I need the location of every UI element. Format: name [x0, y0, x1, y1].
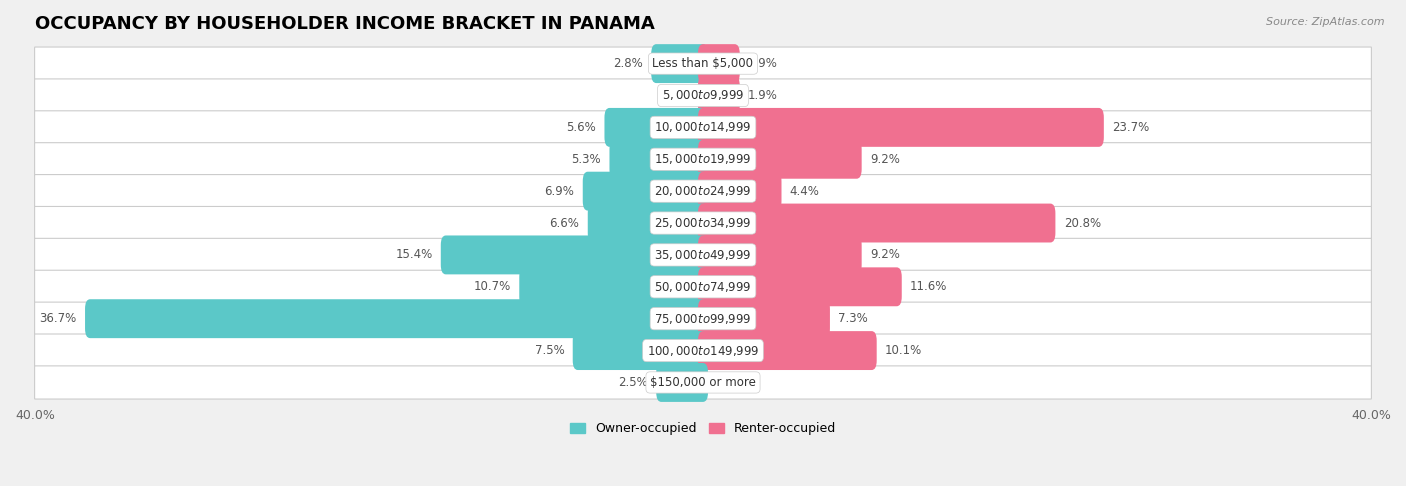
Text: $25,000 to $34,999: $25,000 to $34,999: [654, 216, 752, 230]
Text: 2.8%: 2.8%: [613, 57, 643, 70]
Text: Less than $5,000: Less than $5,000: [652, 57, 754, 70]
Text: 15.4%: 15.4%: [395, 248, 433, 261]
Text: 36.7%: 36.7%: [39, 312, 77, 325]
Text: $35,000 to $49,999: $35,000 to $49,999: [654, 248, 752, 262]
FancyBboxPatch shape: [697, 204, 1056, 243]
Text: 6.6%: 6.6%: [550, 217, 579, 229]
Text: 0.0%: 0.0%: [717, 376, 747, 389]
Text: $10,000 to $14,999: $10,000 to $14,999: [654, 121, 752, 135]
FancyBboxPatch shape: [697, 140, 862, 179]
FancyBboxPatch shape: [35, 270, 1371, 303]
FancyBboxPatch shape: [35, 47, 1371, 80]
FancyBboxPatch shape: [35, 302, 1371, 335]
Text: 1.9%: 1.9%: [748, 57, 778, 70]
Text: 5.3%: 5.3%: [571, 153, 602, 166]
Text: 1.9%: 1.9%: [748, 89, 778, 102]
FancyBboxPatch shape: [697, 76, 740, 115]
FancyBboxPatch shape: [697, 108, 1104, 147]
FancyBboxPatch shape: [697, 172, 782, 210]
Text: 20.8%: 20.8%: [1064, 217, 1101, 229]
Text: 11.6%: 11.6%: [910, 280, 948, 294]
FancyBboxPatch shape: [35, 238, 1371, 272]
Text: 5.6%: 5.6%: [567, 121, 596, 134]
Text: 4.4%: 4.4%: [790, 185, 820, 198]
Text: 10.1%: 10.1%: [884, 344, 922, 357]
Text: $75,000 to $99,999: $75,000 to $99,999: [654, 312, 752, 326]
Text: $15,000 to $19,999: $15,000 to $19,999: [654, 152, 752, 166]
Text: 9.2%: 9.2%: [870, 248, 900, 261]
FancyBboxPatch shape: [35, 79, 1371, 112]
Text: Source: ZipAtlas.com: Source: ZipAtlas.com: [1267, 17, 1385, 27]
FancyBboxPatch shape: [35, 174, 1371, 208]
FancyBboxPatch shape: [697, 44, 740, 83]
FancyBboxPatch shape: [519, 267, 709, 306]
Text: $20,000 to $24,999: $20,000 to $24,999: [654, 184, 752, 198]
FancyBboxPatch shape: [697, 331, 877, 370]
FancyBboxPatch shape: [582, 172, 709, 210]
FancyBboxPatch shape: [605, 108, 709, 147]
Text: 7.3%: 7.3%: [838, 312, 868, 325]
FancyBboxPatch shape: [35, 334, 1371, 367]
FancyBboxPatch shape: [572, 331, 709, 370]
Text: 9.2%: 9.2%: [870, 153, 900, 166]
FancyBboxPatch shape: [697, 299, 830, 338]
Text: $150,000 or more: $150,000 or more: [650, 376, 756, 389]
FancyBboxPatch shape: [697, 267, 901, 306]
FancyBboxPatch shape: [697, 236, 862, 275]
Text: 6.9%: 6.9%: [544, 185, 575, 198]
FancyBboxPatch shape: [35, 111, 1371, 144]
FancyBboxPatch shape: [657, 363, 709, 402]
FancyBboxPatch shape: [651, 44, 709, 83]
Text: 7.5%: 7.5%: [534, 344, 564, 357]
Text: 23.7%: 23.7%: [1112, 121, 1150, 134]
Text: $50,000 to $74,999: $50,000 to $74,999: [654, 280, 752, 294]
Text: $100,000 to $149,999: $100,000 to $149,999: [647, 344, 759, 358]
Legend: Owner-occupied, Renter-occupied: Owner-occupied, Renter-occupied: [565, 417, 841, 440]
FancyBboxPatch shape: [609, 140, 709, 179]
FancyBboxPatch shape: [441, 236, 709, 275]
Text: OCCUPANCY BY HOUSEHOLDER INCOME BRACKET IN PANAMA: OCCUPANCY BY HOUSEHOLDER INCOME BRACKET …: [35, 15, 655, 33]
Text: 0.0%: 0.0%: [659, 89, 689, 102]
FancyBboxPatch shape: [84, 299, 709, 338]
FancyBboxPatch shape: [588, 204, 709, 243]
Text: $5,000 to $9,999: $5,000 to $9,999: [662, 88, 744, 103]
Text: 2.5%: 2.5%: [619, 376, 648, 389]
Text: 10.7%: 10.7%: [474, 280, 510, 294]
FancyBboxPatch shape: [35, 366, 1371, 399]
FancyBboxPatch shape: [35, 207, 1371, 240]
FancyBboxPatch shape: [35, 143, 1371, 176]
